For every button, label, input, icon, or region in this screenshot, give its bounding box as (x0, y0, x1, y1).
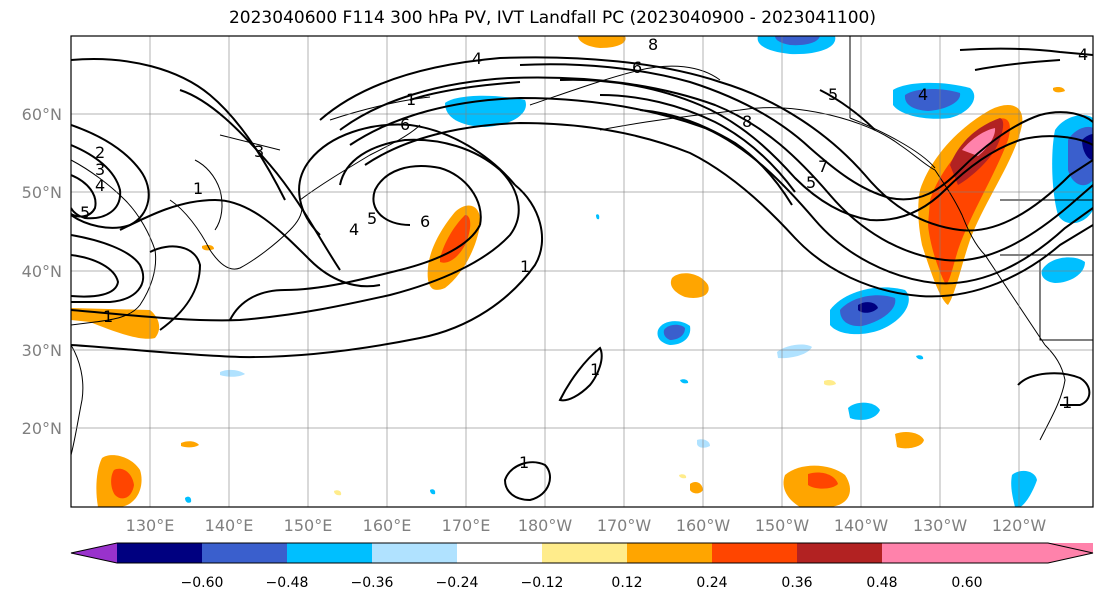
colorbar-outline (70, 542, 1094, 564)
colorbar-extend-max (967, 543, 1093, 563)
colorbar-tick: 0.48 (866, 575, 897, 591)
lon-label: 130°W (913, 516, 968, 535)
lat-label: 50°N (22, 183, 62, 202)
lon-label: 150°W (755, 516, 810, 535)
lon-label: 170°W (597, 516, 652, 535)
contour-label: 1 (519, 453, 529, 472)
contour-label: 4 (472, 49, 482, 68)
contour-label: 3 (95, 160, 105, 179)
contour-label: 5 (80, 203, 90, 222)
lon-label: 120°W (992, 516, 1047, 535)
contour-label: 1 (193, 179, 203, 198)
contour-label: 2 (95, 143, 105, 162)
map-border (70, 35, 1094, 508)
colorbar-segment (372, 543, 457, 563)
contour-label: 1 (1062, 393, 1072, 412)
colorbar-tick: −0.36 (351, 575, 394, 591)
lat-label: 30°N (22, 341, 62, 360)
colorbar-segment (542, 543, 627, 563)
contour-label: 8 (648, 35, 658, 54)
gridlines (71, 36, 1093, 507)
contour-label: 6 (420, 212, 430, 231)
figure-title: 2023040600 F114 300 hPa PV, IVT Landfall… (228, 8, 876, 28)
lon-label: 160°W (676, 516, 731, 535)
contour-label: 6 (400, 115, 410, 134)
lon-label: 160°E (363, 516, 412, 535)
colorbar-segment (202, 543, 287, 563)
colorbar-tick: 0.60 (951, 575, 982, 591)
contour-label: 1 (590, 360, 600, 379)
lat-label: 60°N (22, 105, 62, 124)
lon-label: 140°E (205, 516, 254, 535)
contour-label: 1 (406, 90, 416, 109)
contour-label: 1 (103, 307, 113, 326)
lon-label: 140°W (834, 516, 889, 535)
contour-label: 4 (918, 85, 928, 104)
contour-label: 4 (349, 220, 359, 239)
contour-label: 1 (520, 257, 530, 276)
lat-label: 20°N (22, 419, 62, 438)
colorbar-tick: −0.60 (181, 575, 224, 591)
lon-label: 180°W (518, 516, 573, 535)
colorbar-tick: −0.12 (521, 575, 564, 591)
colorbar-extend-min (71, 543, 117, 563)
map-area: 4 4 6 8 4 5 7 5 8 2 3 4 5 1 3 4 5 6 1 1 … (71, 35, 1093, 507)
lon-label: 150°E (284, 516, 333, 535)
colorbar-tick: −0.24 (436, 575, 479, 591)
contour-label: 8 (742, 112, 752, 131)
colorbar-tick: 0.24 (696, 575, 727, 591)
contour-label: 4 (1078, 45, 1088, 64)
colorbar-segment (882, 543, 967, 563)
negative-anomaly-shading (185, 36, 1093, 507)
contour-labels: 4 4 6 8 4 5 7 5 8 2 3 4 5 1 3 4 5 6 1 1 … (80, 35, 1088, 472)
colorbar-segment (712, 543, 797, 563)
contour-label: 5 (367, 209, 377, 228)
contour-label: 3 (254, 142, 264, 161)
lat-label: 40°N (22, 262, 62, 281)
colorbar-tick: 0.12 (611, 575, 642, 591)
lon-label: 170°E (442, 516, 491, 535)
contour-label: 5 (828, 85, 838, 104)
longitude-labels: 130°E 140°E 150°E 160°E 170°E 180°W 170°… (126, 516, 1047, 535)
pv-contours (71, 47, 1093, 502)
colorbar-segment (287, 543, 372, 563)
contour-label: 4 (95, 176, 105, 195)
colorbar: −0.60 −0.48 −0.36 −0.24 −0.12 0.12 0.24 … (70, 542, 1094, 591)
contour-label: 7 (818, 157, 828, 176)
contour-label: 6 (632, 58, 642, 77)
colorbar-tick: −0.48 (266, 575, 309, 591)
positive-anomaly-shading (71, 36, 1065, 507)
lon-label: 130°E (126, 516, 175, 535)
colorbar-segment (457, 543, 542, 563)
colorbar-tick: 0.36 (781, 575, 812, 591)
colorbar-segment (797, 543, 882, 563)
colorbar-segment (627, 543, 712, 563)
latitude-labels: 60°N 50°N 40°N 30°N 20°N (22, 105, 62, 438)
colorbar-segment (117, 543, 202, 563)
contour-label: 5 (806, 173, 816, 192)
